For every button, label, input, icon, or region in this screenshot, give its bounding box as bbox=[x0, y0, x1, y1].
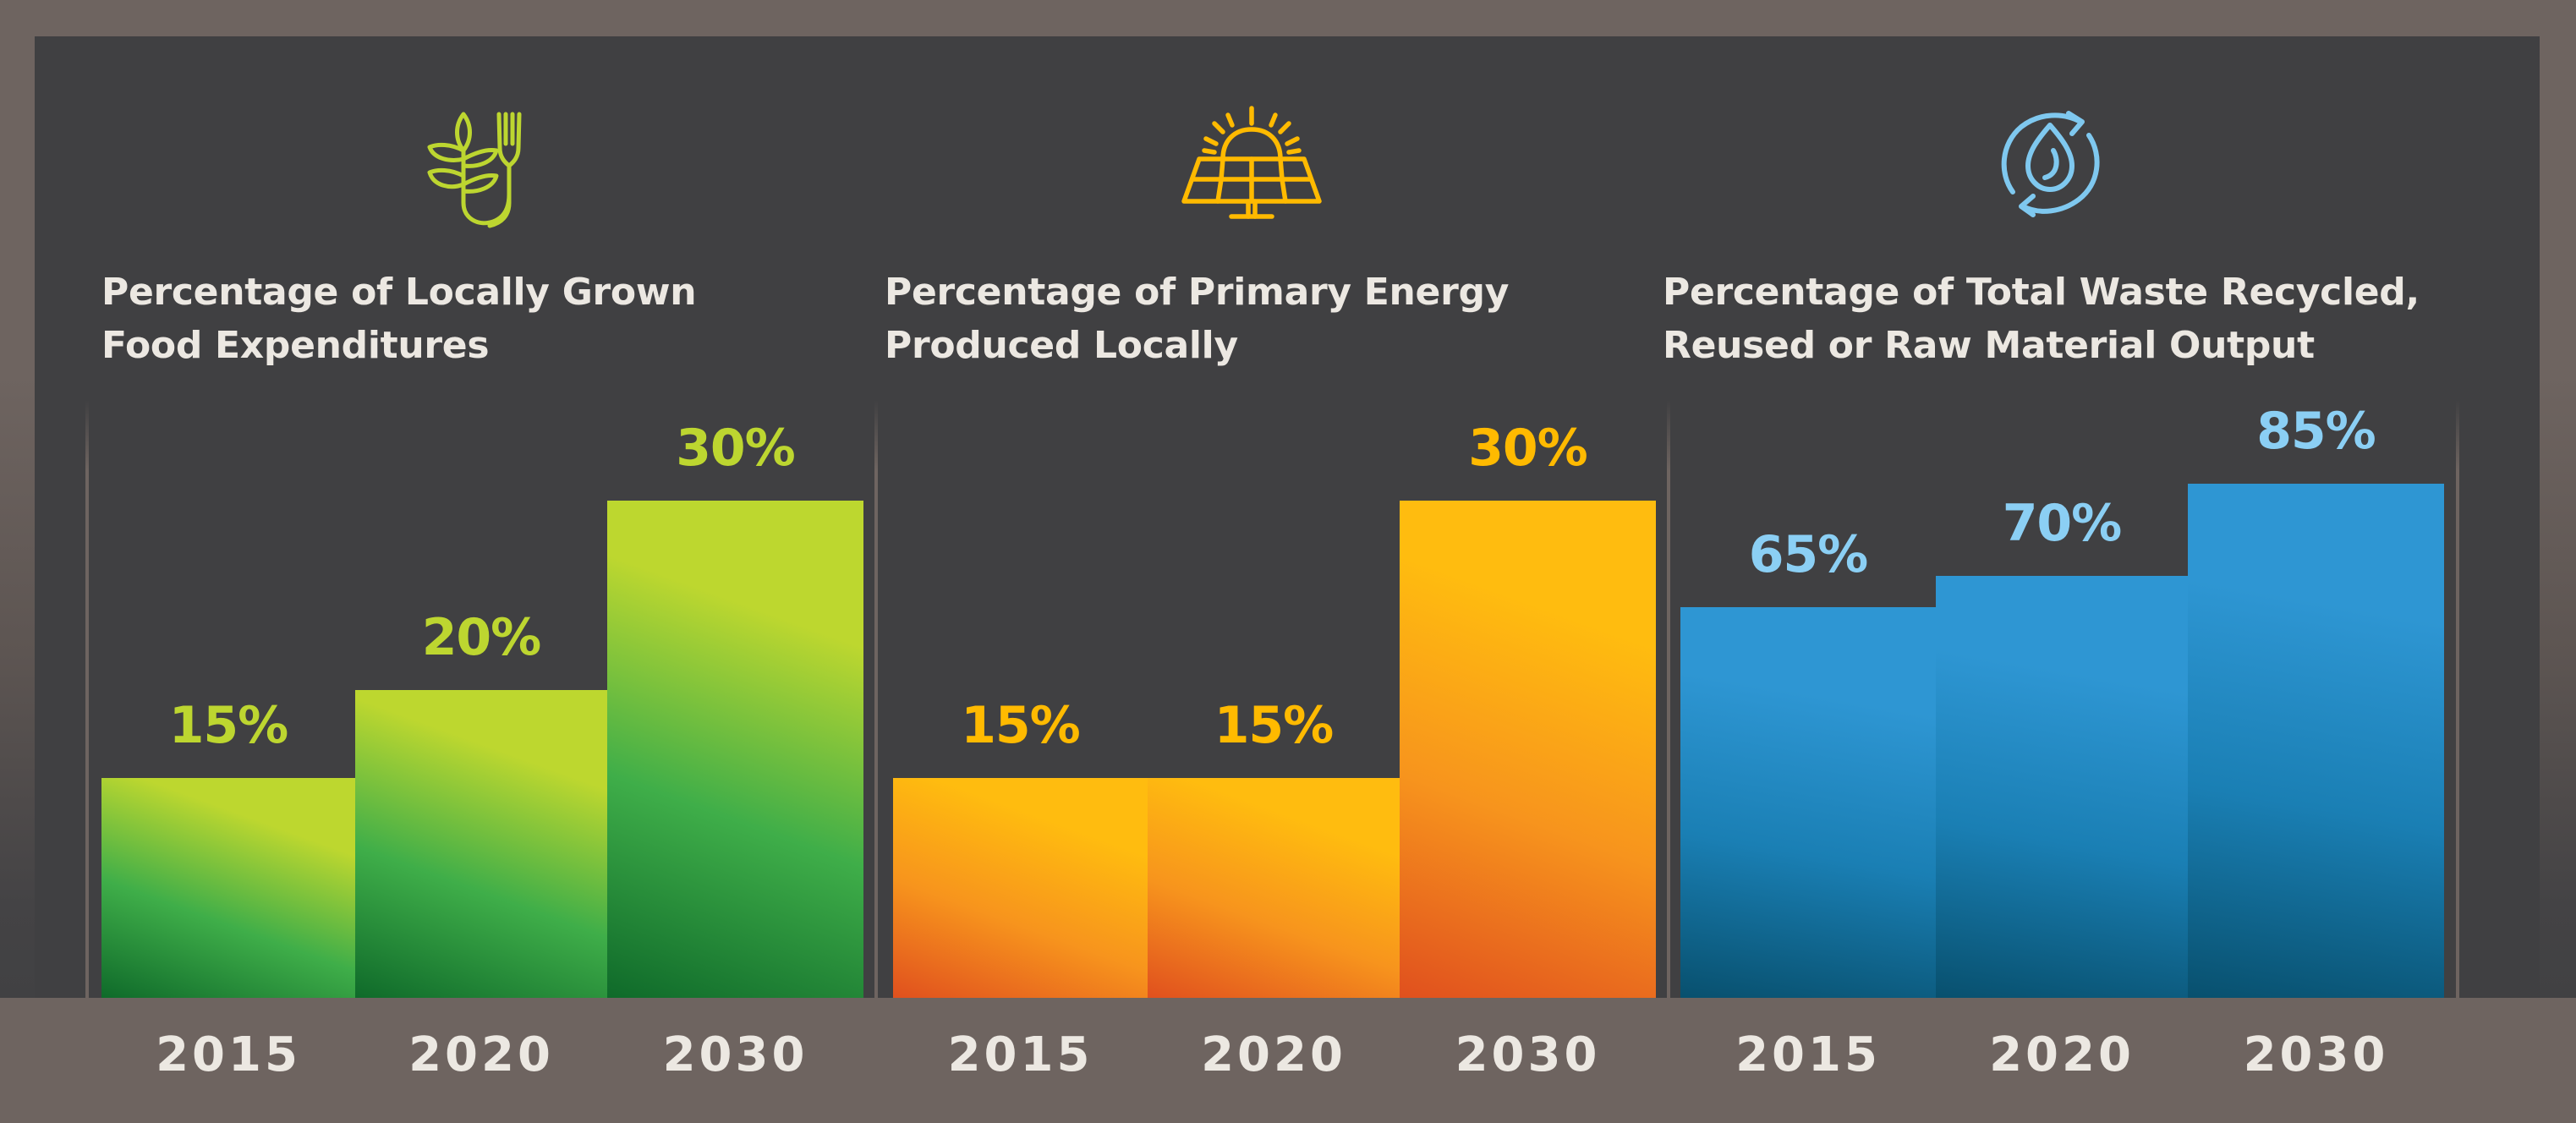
x-tick-label-2015: 2015 bbox=[947, 1027, 1093, 1082]
left-side-band bbox=[0, 372, 35, 998]
panel-3-title-line-2: Reused or Raw Material Output bbox=[1663, 324, 2315, 367]
x-tick-label-2030: 2030 bbox=[662, 1027, 808, 1082]
bar-2030 bbox=[607, 501, 863, 998]
panel-3-title: Percentage of Total Waste Recycled, Reus… bbox=[1663, 266, 2420, 372]
data-label-2015: 15% bbox=[168, 696, 289, 755]
bar-2015 bbox=[101, 778, 355, 998]
panel-separator bbox=[1667, 400, 1670, 998]
x-tick-label-2020: 2020 bbox=[1989, 1027, 2135, 1082]
x-tick-label-2020: 2020 bbox=[1201, 1027, 1346, 1082]
data-label-2020: 15% bbox=[1214, 696, 1335, 755]
panel-3-title-line-1: Percentage of Total Waste Recycled, bbox=[1663, 271, 2420, 314]
x-tick-label-2030: 2030 bbox=[2243, 1027, 2389, 1082]
wheat-and-fork-icon bbox=[427, 110, 545, 228]
bar-2020 bbox=[1148, 778, 1400, 998]
x-tick-label-2015: 2015 bbox=[156, 1027, 301, 1082]
x-tick-label-2030: 2030 bbox=[1455, 1027, 1601, 1082]
data-label-2020: 70% bbox=[2002, 494, 2123, 553]
data-label-2015: 65% bbox=[1748, 525, 1869, 584]
panel-1-title: Percentage of Locally Grown Food Expendi… bbox=[101, 266, 697, 372]
panel-separator bbox=[85, 400, 89, 998]
bar-2015 bbox=[1680, 607, 1936, 998]
data-label-2030: 85% bbox=[2256, 402, 2376, 461]
data-label-2030: 30% bbox=[1468, 419, 1588, 478]
right-side-band bbox=[2540, 372, 2576, 998]
bar-2020 bbox=[1936, 576, 2188, 998]
panel-1-title-line-1: Percentage of Locally Grown bbox=[101, 271, 697, 314]
panel-separator bbox=[874, 400, 878, 998]
panel-2-title: Percentage of Primary Energy Produced Lo… bbox=[885, 266, 1509, 372]
x-tick-label-2020: 2020 bbox=[408, 1027, 554, 1082]
bar-2015 bbox=[893, 778, 1148, 998]
data-label-2030: 30% bbox=[676, 419, 796, 478]
solar-panel-icon bbox=[1181, 106, 1323, 225]
water-recycle-icon bbox=[1998, 110, 2104, 218]
panel-separator bbox=[2456, 400, 2459, 998]
panel-2-title-line-1: Percentage of Primary Energy bbox=[885, 271, 1510, 314]
bar-2030 bbox=[2188, 484, 2444, 998]
data-label-2020: 20% bbox=[421, 608, 542, 667]
panel-2-title-line-2: Produced Locally bbox=[885, 324, 1238, 367]
bar-2020 bbox=[355, 690, 607, 998]
bar-2030 bbox=[1400, 501, 1656, 998]
data-label-2015: 15% bbox=[961, 696, 1081, 755]
panel-1-title-line-2: Food Expenditures bbox=[101, 324, 490, 367]
x-tick-label-2015: 2015 bbox=[1735, 1027, 1881, 1082]
